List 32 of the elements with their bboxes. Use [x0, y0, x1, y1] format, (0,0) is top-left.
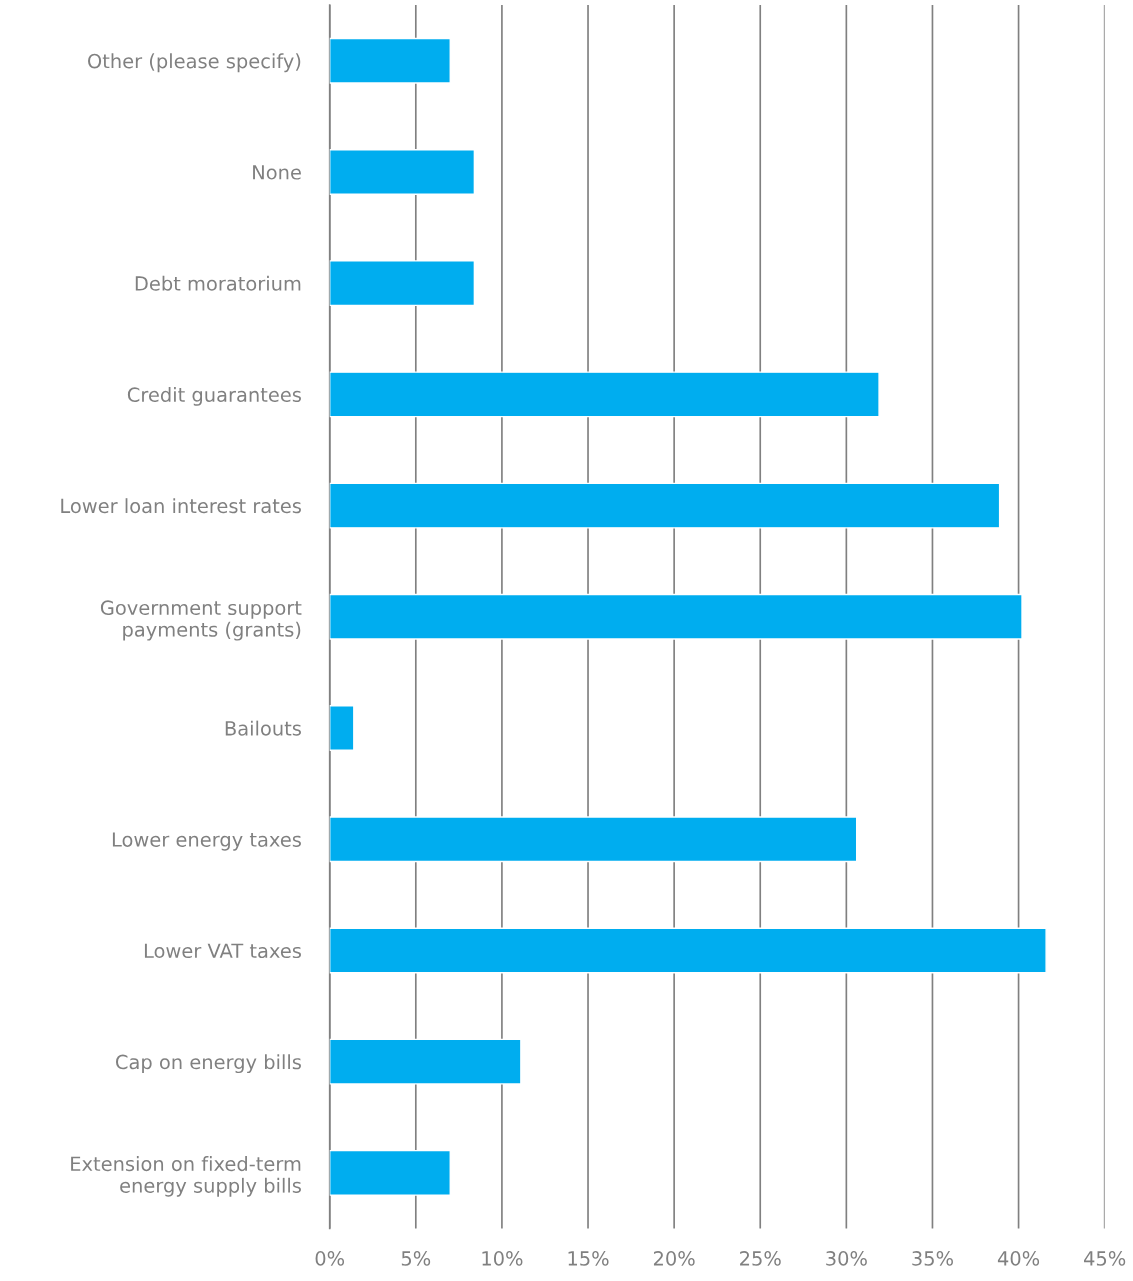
x-tick-label: 0%: [315, 1251, 345, 1266]
bar: [329, 371, 880, 418]
bar: [329, 927, 1047, 974]
bar: [329, 37, 451, 84]
x-tick-label: 30%: [826, 1251, 867, 1266]
x-tick-label: 35%: [912, 1251, 953, 1266]
x-tick-label: 25%: [740, 1251, 781, 1266]
bar: [329, 482, 1001, 529]
y-tick-label: Extension on fixed-term energy supply bills: [71, 1156, 301, 1197]
x-tick-label: 5%: [401, 1251, 431, 1266]
x-tick-label: 10%: [482, 1251, 523, 1266]
bar: [329, 1038, 522, 1085]
y-tick-label: Lower VAT taxes: [144, 943, 301, 959]
bar: [329, 1149, 451, 1196]
y-tick-label: Debt moratorium: [135, 275, 301, 291]
bar: [329, 149, 476, 195]
x-tick-label: 40%: [997, 1251, 1040, 1266]
bar: [329, 816, 858, 863]
y-tick-label: Other (please specify): [88, 53, 301, 73]
bar: [329, 705, 355, 751]
x-tick-label: 45%: [1084, 1251, 1126, 1266]
bar: [329, 593, 1023, 640]
x-tick-label: 20%: [653, 1251, 695, 1266]
y-tick-label: Government support payments (grants): [100, 600, 302, 641]
y-tick-label: Cap on energy bills: [115, 1054, 301, 1074]
y-tick-label: None: [253, 165, 301, 180]
y-tick-label: Bailouts: [225, 720, 301, 736]
bar: [329, 260, 476, 307]
y-tick-label: Credit guarantees: [127, 386, 301, 406]
y-tick-label: Lower loan interest rates: [61, 498, 301, 514]
x-tick-label: 15%: [568, 1251, 609, 1266]
y-tick-label: Lower energy taxes: [112, 832, 301, 851]
